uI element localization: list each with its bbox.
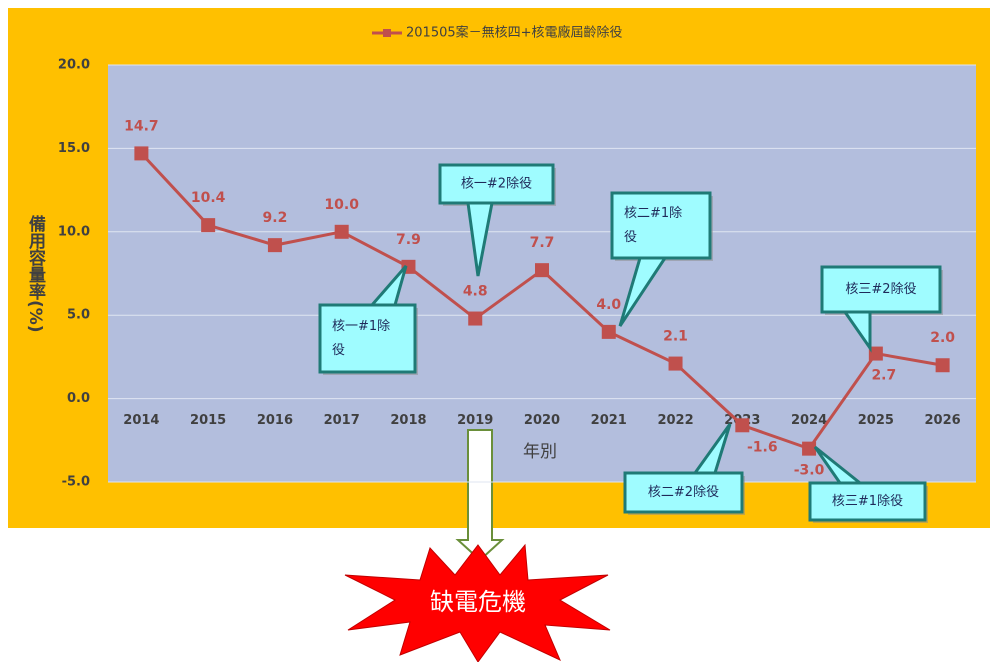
annotation-text: 役 [332, 343, 345, 358]
data-label: 4.8 [463, 284, 488, 300]
x-tick-label: 2017 [324, 413, 360, 428]
data-label: 2.0 [930, 330, 955, 346]
y-tick-label: 15.0 [58, 141, 90, 156]
x-tick-label: 2018 [390, 413, 426, 428]
data-marker [535, 263, 549, 278]
data-marker [668, 356, 683, 371]
annotation-cover [614, 195, 708, 256]
annotation-text: 核二#2除役 [648, 485, 719, 500]
legend-marker [383, 29, 391, 37]
annotation-cover [442, 167, 551, 201]
data-marker [935, 358, 950, 373]
annotation-text: 核一#2除役 [461, 177, 532, 192]
annotation-cover [627, 475, 740, 510]
annotation-cover [812, 485, 923, 518]
data-label: 7.7 [530, 235, 555, 251]
data-label: -1.6 [747, 439, 778, 455]
data-marker [802, 441, 817, 456]
annotation-text: 役 [624, 230, 637, 245]
data-marker [868, 346, 883, 361]
annotation-cover [322, 307, 413, 370]
annotation-text: 核一#1除 [332, 319, 390, 334]
annotation-text: 核三#2除役 [845, 282, 916, 297]
x-tick-label: 2022 [657, 413, 693, 428]
data-marker [735, 418, 750, 433]
x-tick-label: 2024 [791, 413, 827, 428]
data-label: 10.0 [324, 197, 359, 213]
y-tick-label: -5.0 [62, 475, 90, 490]
x-tick-label: 2020 [524, 413, 560, 428]
data-marker [468, 311, 483, 326]
x-tick-label: 2014 [123, 413, 159, 428]
data-label: -3.0 [794, 463, 825, 479]
y-tick-label: 10.0 [58, 224, 90, 239]
data-label: 2.1 [663, 329, 688, 345]
data-label: 14.7 [124, 118, 159, 134]
legend-label: 201505案－無核四+核電廠屆齡除役 [406, 25, 623, 41]
x-tick-label: 2025 [858, 413, 894, 428]
down-arrow [455, 429, 505, 562]
data-marker [601, 324, 616, 339]
annotation-text: 核三#1除役 [832, 494, 903, 509]
data-label: 10.4 [191, 190, 226, 206]
data-marker [267, 238, 282, 253]
x-axis-label: 年別 [523, 442, 557, 462]
starburst [344, 543, 611, 662]
data-marker [334, 224, 349, 239]
annotation-cover [824, 269, 938, 310]
x-tick-label: 2026 [925, 413, 961, 428]
y-tick-label: 0.0 [67, 391, 90, 406]
y-tick-label: 5.0 [67, 308, 90, 323]
data-label: 7.9 [396, 232, 421, 248]
data-marker [201, 218, 216, 233]
data-label: 4.0 [596, 297, 621, 313]
data-label: 9.2 [263, 210, 288, 226]
x-tick-label: 2016 [257, 413, 293, 428]
x-tick-label: 2019 [457, 413, 493, 428]
callout-text: 缺電危機 [430, 588, 526, 616]
x-tick-label: 2021 [591, 413, 627, 428]
y-tick-label: 20.0 [58, 58, 90, 73]
data-label: 2.7 [871, 368, 896, 384]
y-axis-label: 備用容量率(%) [25, 214, 46, 333]
x-tick-label: 2015 [190, 413, 226, 428]
data-marker [134, 146, 149, 161]
annotation-text: 核二#1除 [624, 206, 682, 221]
